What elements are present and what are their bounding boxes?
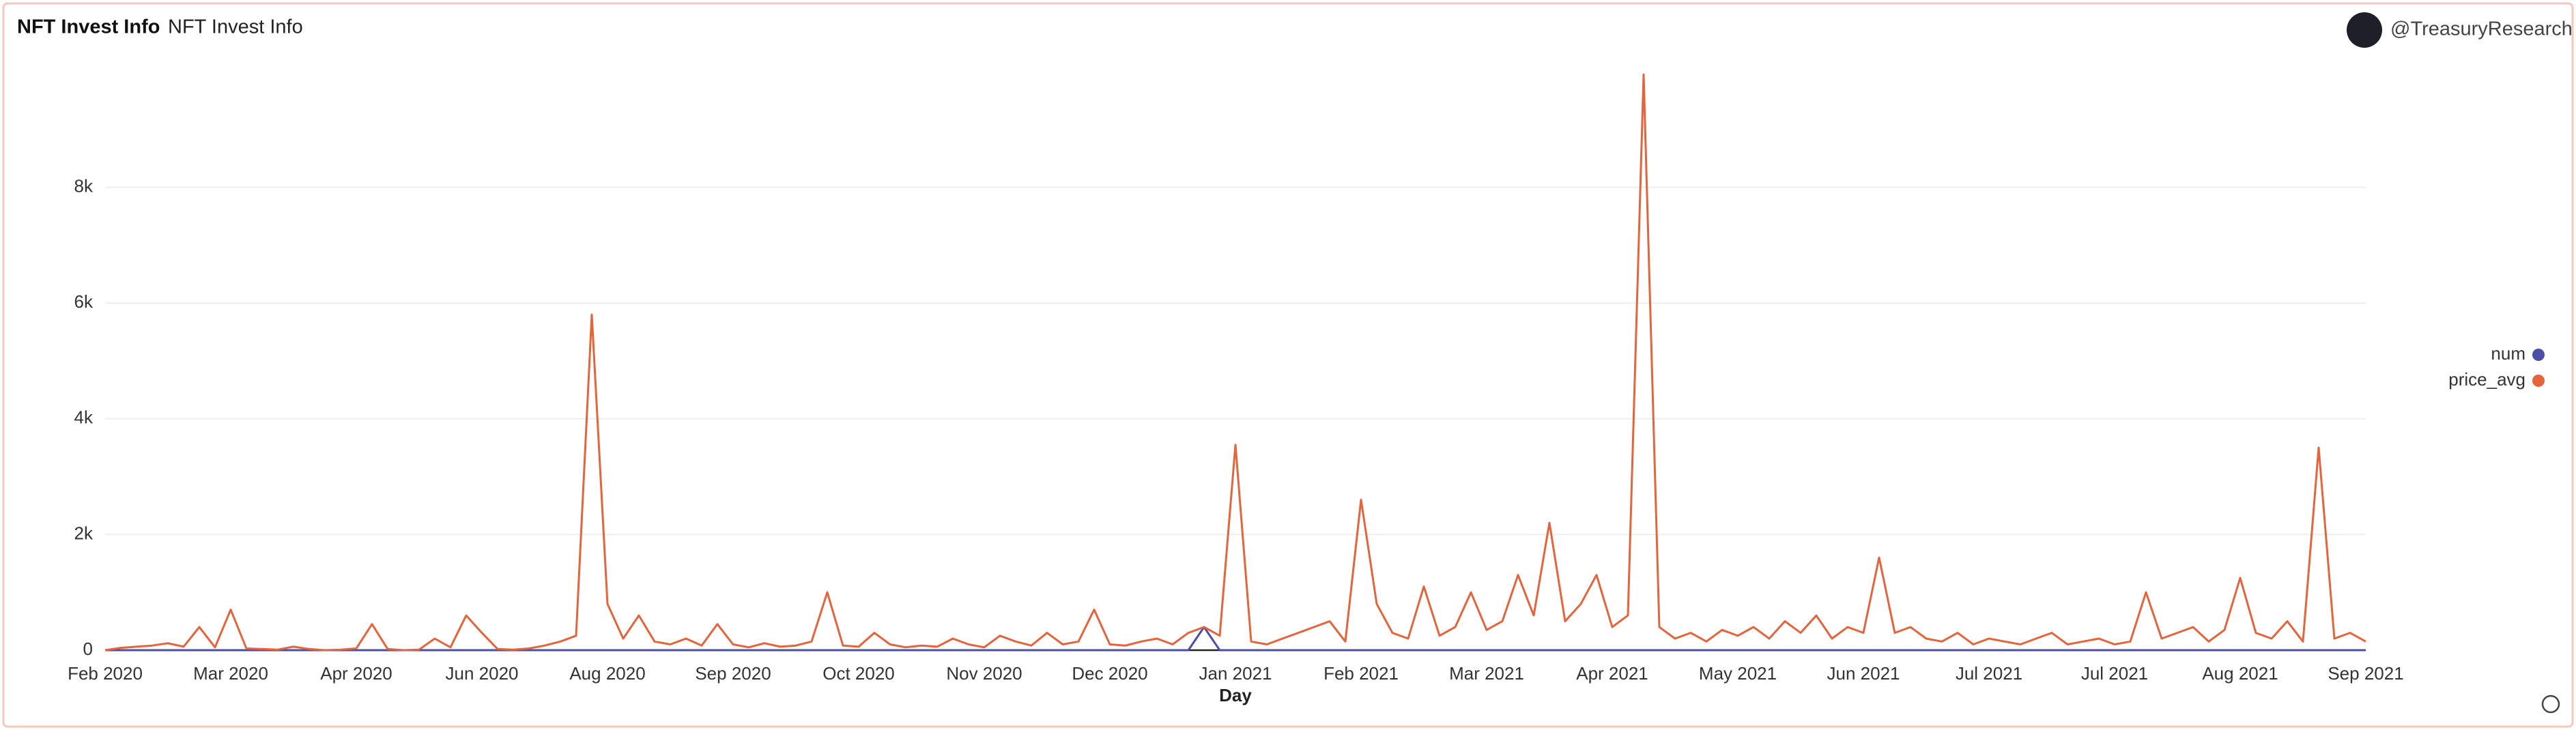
x-tick-label: Apr 2020: [320, 663, 392, 684]
chart-title: NFT Invest Info: [168, 16, 303, 38]
x-tick-label: Aug 2020: [569, 663, 645, 684]
x-tick-label: Jan 2021: [1199, 663, 1272, 684]
x-tick-label: Oct 2020: [822, 663, 895, 684]
series-line: [105, 626, 2366, 652]
x-tick-label: Jun 2021: [1827, 663, 1900, 684]
x-tick-label: Feb 2021: [1323, 663, 1399, 684]
x-tick-label: Mar 2021: [1449, 663, 1524, 684]
x-tick-label: May 2021: [1699, 663, 1777, 684]
author[interactable]: @TreasuryResearch: [2390, 18, 2573, 40]
y-tick-label: 0: [83, 639, 93, 659]
legend-swatch: [2532, 375, 2545, 387]
legend-label[interactable]: num: [2491, 343, 2525, 364]
legend-swatch: [2532, 349, 2545, 361]
x-axis-title: Day: [1219, 685, 1252, 705]
y-tick-label: 6k: [74, 291, 94, 312]
x-tick-label: Aug 2021: [2202, 663, 2278, 684]
y-tick-label: 8k: [74, 175, 94, 196]
x-tick-label: Dec 2020: [1072, 663, 1147, 684]
legend-label[interactable]: price_avg: [2448, 369, 2525, 390]
x-tick-label: Jun 2020: [446, 663, 519, 684]
status-icon: [2541, 695, 2560, 714]
y-tick-label: 2k: [74, 523, 94, 543]
x-tick-label: Jul 2021: [1956, 663, 2022, 684]
x-tick-label: Feb 2020: [68, 663, 143, 684]
y-tick-label: 4k: [74, 407, 94, 428]
x-tick-label: Jul 2021: [2081, 663, 2148, 684]
x-tick-label: Sep 2020: [695, 663, 771, 684]
x-tick-label: Mar 2020: [193, 663, 268, 684]
x-tick-label: Nov 2020: [946, 663, 1022, 684]
avatar[interactable]: [2347, 12, 2382, 48]
x-tick-label: Apr 2021: [1576, 663, 1648, 684]
x-tick-label: Sep 2021: [2328, 663, 2403, 684]
dashboard-title: NFT Invest Info: [17, 16, 160, 38]
series-line: [104, 73, 2366, 652]
